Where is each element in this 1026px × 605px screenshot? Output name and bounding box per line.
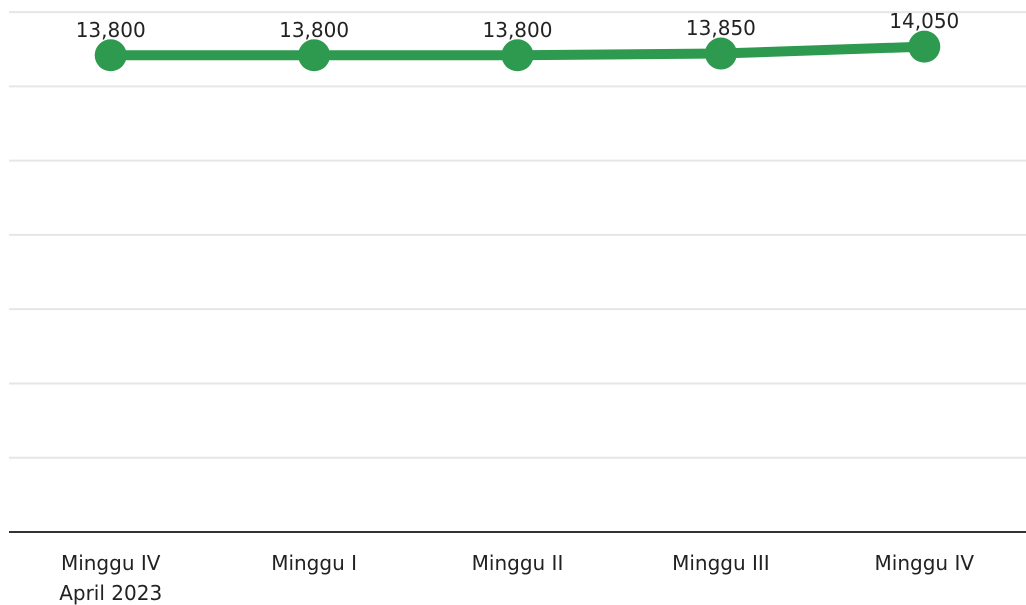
data-label: 13,800 — [76, 18, 146, 42]
data-label: 13,800 — [483, 18, 553, 42]
data-label: 13,800 — [279, 18, 349, 42]
x-tick-label: Minggu I — [271, 551, 357, 575]
x-tick-label: Minggu II — [471, 551, 564, 575]
point — [704, 37, 737, 70]
point — [94, 39, 127, 72]
x-tick-label: Minggu IV — [874, 551, 975, 575]
x-tick-label: Minggu III — [672, 551, 770, 575]
data-label: 14,050 — [889, 9, 959, 33]
point — [501, 39, 534, 72]
point — [298, 39, 331, 72]
point — [908, 30, 941, 63]
data-label: 13,850 — [686, 16, 756, 40]
x-tick-label: Minggu IV April 2023 — [59, 551, 163, 605]
